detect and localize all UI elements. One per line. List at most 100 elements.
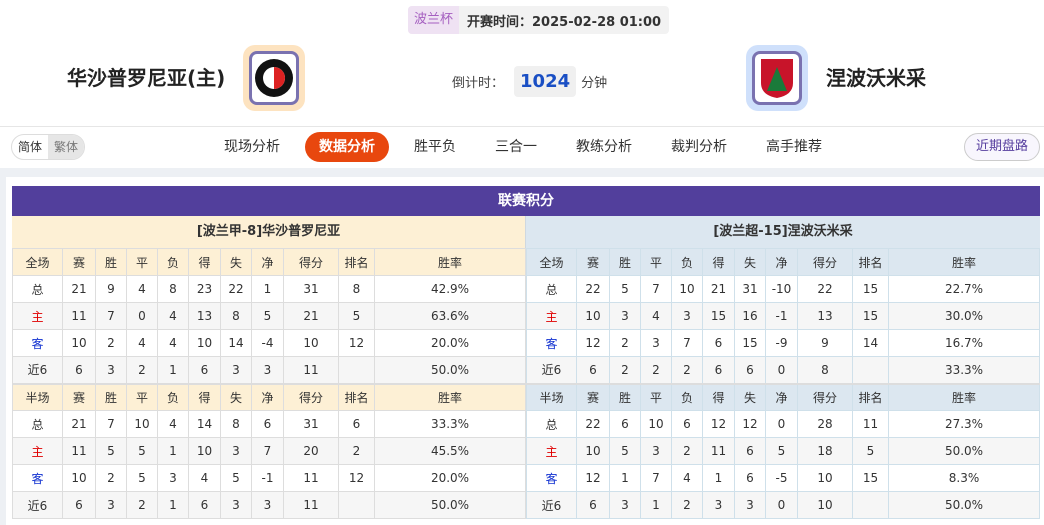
- table-cell: 9: [95, 275, 127, 303]
- table-cell: 2: [126, 356, 158, 384]
- table-row: 客 10 2 4 4 10 14 -4 10 12 20.0%: [12, 329, 526, 357]
- table-cell: 8: [220, 410, 252, 438]
- table-cell: 7: [640, 464, 672, 492]
- table-cell: 12: [338, 329, 375, 357]
- table-cell: 4: [157, 329, 189, 357]
- table-row: 客 10 2 5 3 4 5 -1 11 12 20.0%: [12, 464, 526, 492]
- countdown-unit: 分钟: [581, 76, 608, 91]
- table-cell: 1: [609, 464, 641, 492]
- table-cell: 15: [852, 464, 889, 492]
- column-header: 得分: [797, 382, 853, 411]
- table-cell: 50.0%: [888, 491, 1040, 519]
- column-header: 得分: [283, 248, 339, 276]
- column-header: 得分: [797, 248, 853, 276]
- column-header: 胜率: [374, 382, 526, 411]
- table-row: 总 21 9 4 8 23 22 1 31 8 42.9%: [12, 275, 526, 303]
- column-header: 负: [157, 248, 189, 276]
- table-cell: 10: [62, 329, 96, 357]
- table-header-row: 半场赛胜平负得失净得分 排名 胜率: [526, 382, 1040, 411]
- table-cell: 12: [734, 410, 766, 438]
- column-header: 胜: [95, 382, 127, 411]
- table-cell: 6: [702, 329, 735, 357]
- table-cell: 21: [702, 275, 735, 303]
- table-cell: 7: [671, 329, 703, 357]
- table-cell: 45.5%: [374, 437, 526, 465]
- tab-4[interactable]: 教练分析: [576, 139, 632, 155]
- table-cell: 10: [576, 302, 610, 330]
- column-header: 赛: [576, 382, 610, 411]
- table-cell: 30.0%: [888, 302, 1040, 330]
- table-cell: 4: [157, 410, 189, 438]
- table-cell: 22: [576, 410, 610, 438]
- table-cell: 18: [797, 437, 853, 465]
- table-cell: 5: [852, 437, 889, 465]
- table-cell: 13: [797, 302, 853, 330]
- table-cell: 14: [220, 329, 252, 357]
- lang-traditional[interactable]: 繁体: [48, 135, 85, 159]
- table-cell: 8: [157, 275, 189, 303]
- column-header: 胜: [95, 248, 127, 276]
- tab-5[interactable]: 裁判分析: [671, 139, 727, 155]
- table-cell: 31: [734, 275, 766, 303]
- table-row: 总 21 7 10 4 14 8 6 31 6 33.3%: [12, 410, 526, 438]
- table-cell: 33.3%: [888, 356, 1040, 384]
- match-header: 波兰杯 开赛时间：2025-02-28 01:00 华沙普罗尼亚(主) 倒计时：…: [0, 0, 1044, 126]
- column-header: 胜率: [888, 248, 1040, 276]
- table-cell: 2: [671, 356, 703, 384]
- table-header-row: 半场赛胜平负得失净得分 排名 胜率: [12, 382, 526, 411]
- table-cell: 1: [157, 437, 189, 465]
- table-cell: 11: [283, 464, 339, 492]
- home-team-logo[interactable]: [243, 45, 305, 111]
- table-cell: 15: [734, 329, 766, 357]
- tab-0[interactable]: 现场分析: [224, 139, 280, 155]
- table-cell: 客: [12, 464, 63, 492]
- table-cell: 2: [126, 491, 158, 519]
- away-team-logo[interactable]: [746, 45, 808, 111]
- away-standings-label: [波兰超-15]涅波沃米采: [526, 216, 1040, 248]
- table-cell: 6: [609, 410, 641, 438]
- table-cell: 主: [12, 437, 63, 465]
- table-cell: 50.0%: [888, 437, 1040, 465]
- table-cell: 11: [283, 356, 339, 384]
- table-cell: 12: [576, 329, 610, 357]
- away-team-name[interactable]: 涅波沃米采: [826, 66, 926, 90]
- countdown: 倒计时： 1024 分钟: [452, 66, 607, 97]
- tab-1[interactable]: 数据分析: [305, 132, 389, 162]
- tab-3[interactable]: 三合一: [495, 139, 537, 155]
- table-row: 客 12 1 7 4 1 6 -5 10 15 8.3%: [526, 464, 1040, 492]
- home-team-name[interactable]: 华沙普罗尼亚(主): [67, 66, 226, 90]
- lang-simplified[interactable]: 简体: [18, 140, 43, 154]
- table-row: 总 22 6 10 6 12 12 0 28 11 27.3%: [526, 410, 1040, 438]
- column-header: 胜率: [888, 382, 1040, 411]
- table-cell: 4: [188, 464, 221, 492]
- column-header: 失: [734, 382, 766, 411]
- table-cell: 2: [671, 437, 703, 465]
- recent-odds-button[interactable]: 近期盘路: [963, 133, 1040, 161]
- table-cell: 22: [797, 275, 853, 303]
- table-cell: 1: [157, 356, 189, 384]
- table-cell: 3: [609, 491, 641, 519]
- column-header: 排名: [338, 382, 375, 411]
- tab-6[interactable]: 高手推荐: [766, 139, 822, 155]
- table-row: 主 11 7 0 4 13 8 5 21 5 63.6%: [12, 302, 526, 330]
- table-cell: 16: [734, 302, 766, 330]
- table-cell: 11: [852, 410, 889, 438]
- table-row: 总 22 5 7 10 21 31 -10 22 15 22.7%: [526, 275, 1040, 303]
- table-cell: 8: [797, 356, 853, 384]
- table-cell: 客: [526, 329, 577, 357]
- column-header: 净: [765, 382, 798, 411]
- tab-2[interactable]: 胜平负: [414, 139, 456, 155]
- table-cell: 50.0%: [374, 356, 526, 384]
- table-cell: -9: [765, 329, 798, 357]
- table-cell: 5: [251, 302, 284, 330]
- table-cell: 27.3%: [888, 410, 1040, 438]
- language-toggle[interactable]: 简体 繁体: [11, 134, 86, 160]
- table-cell: 31: [283, 410, 339, 438]
- table-cell: 5: [220, 464, 252, 492]
- table-cell: 5: [126, 464, 158, 492]
- competition-badge[interactable]: 波兰杯: [408, 6, 460, 34]
- table-cell: 近6: [526, 491, 577, 519]
- table-cell: 4: [640, 302, 672, 330]
- table-cell: 4: [126, 329, 158, 357]
- table-cell: 主: [526, 437, 577, 465]
